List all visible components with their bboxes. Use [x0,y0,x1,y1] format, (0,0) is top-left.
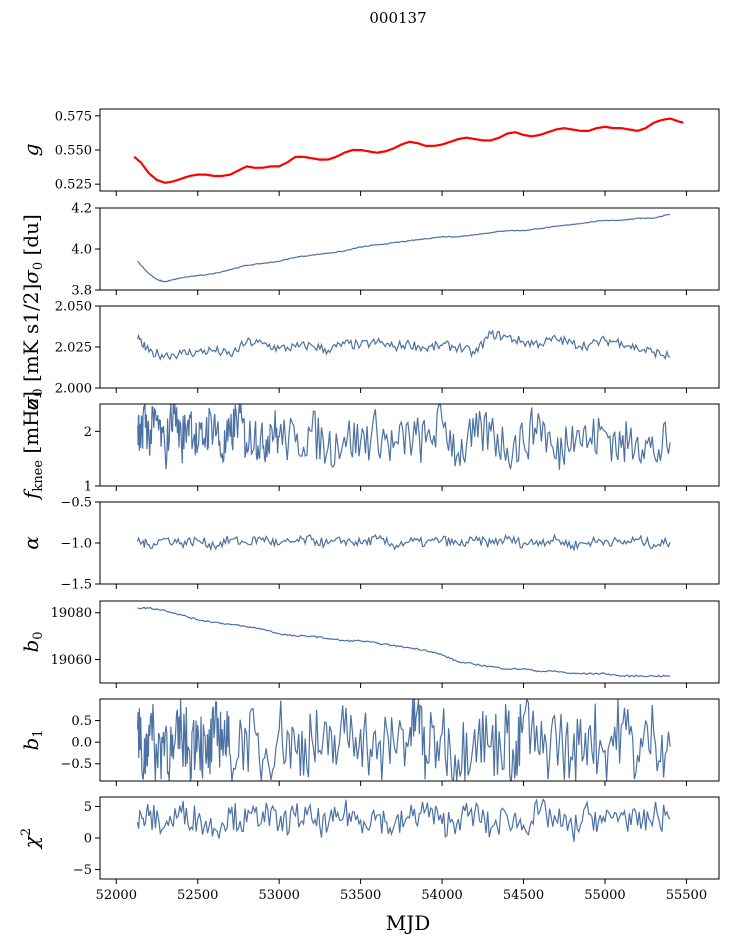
x-tick-label: 53000 [259,888,300,903]
panel-b0: 19060 19080 b0 [19,600,720,688]
x-tick-label: 53500 [340,888,381,903]
y-tick-label-chi2: 5 [84,800,92,815]
y-tick-label-fknee: 1 [84,480,92,495]
y-tick-label-b0: 19080 [51,606,92,621]
x-tick-label: 52500 [177,888,218,903]
y-tick-label-alpha: −0.5 [60,496,92,511]
panel-g: 0.525 0.550 0.575 g [19,108,720,196]
y-tick-label-alpha: −1.5 [60,578,92,593]
x-tick-label: 54000 [421,888,462,903]
panel-b1: −0.5 0.0 0.5 b1 [19,697,720,786]
series-line-alpha-0 [136,533,671,552]
panel-sigma0_mK: 2.000 2.025 2.050 σ0 [mK s1/2] [19,284,720,411]
series-line-g-1 [133,117,684,184]
y-tick-label-sigma0_mK: 2.025 [55,341,92,356]
x-axis-label: MJD [386,911,431,935]
y-axis-label-sigma0_du: σ0 [du] [19,214,46,284]
series-line-chi2-0 [136,798,671,842]
series-line-b0-0 [137,606,671,678]
series-line-b1-0 [136,697,671,782]
y-axis-label-sigma0_mK: σ0 [mK s1/2] [19,284,46,411]
axes-frame-chi2 [99,796,720,880]
y-axis-label-alpha: α [19,536,43,550]
y-axis-label-g: g [19,144,43,157]
panel-chi2: −5 0 5 52000 52500 53000 53500 54000 54500 55000 5… [19,796,720,903]
series-line-fknee-0 [136,403,671,470]
y-tick-label-b1: 0.0 [71,736,92,751]
x-tick-label: 52000 [96,888,137,903]
y-tick-label-chi2: −5 [73,863,92,878]
y-axis-label-b0: b0 [19,631,46,652]
axes-frame-fknee [99,403,720,487]
y-tick-label-alpha: −1.0 [60,537,92,552]
suptitle: 000137 [369,9,426,27]
axes-frame-g [99,108,720,192]
y-tick-label-sigma0_mK: 2.000 [55,382,92,397]
panel-fknee: 1 2 fknee [mHz] [19,391,720,501]
y-axis-label-b1: b1 [19,729,46,750]
y-tick-label-sigma0_du: 4.2 [71,202,92,217]
y-axis-label-chi2: χ2 [19,828,43,850]
x-tick-label: 54500 [503,888,544,903]
y-tick-label-sigma0_du: 3.8 [71,284,92,299]
y-axis-label-fknee: fknee [mHz] [19,391,46,501]
axes-frame-b0 [99,600,720,684]
y-tick-label-g: 0.550 [55,144,92,159]
series-line-sigma0_du-0 [137,213,671,283]
x-tick-label: 55500 [666,888,707,903]
y-tick-label-sigma0_mK: 2.050 [55,300,92,315]
y-tick-label-b1: 0.5 [71,714,92,729]
y-tick-label-fknee: 2 [84,425,92,440]
y-tick-label-g: 0.575 [55,109,92,124]
panel-sigma0_du: 3.8 4.0 4.2 σ0 [du] [19,202,720,299]
x-tick-label: 55000 [584,888,625,903]
y-tick-label-sigma0_du: 4.0 [71,243,92,258]
y-tick-label-b0: 19060 [51,653,92,668]
y-tick-label-g: 0.525 [55,178,92,193]
axes-frame-sigma0_mK [99,305,720,389]
y-tick-label-b1: −0.5 [60,757,92,772]
axes-frame-b1 [99,698,720,782]
y-tick-label-chi2: 0 [84,832,92,847]
panel-alpha: −1.5 −1.0 −0.5 α [19,496,720,593]
series-line-sigma0_mK-0 [136,329,671,361]
